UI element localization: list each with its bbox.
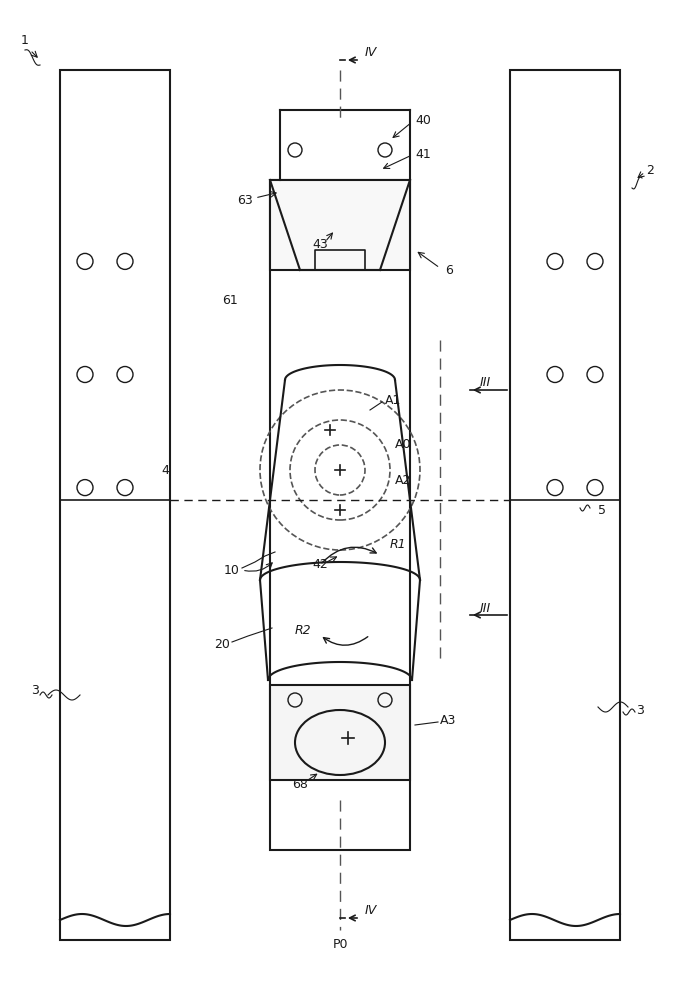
Text: 42: 42: [312, 558, 328, 572]
Text: R2: R2: [295, 624, 312, 637]
Text: 3: 3: [636, 704, 644, 716]
Text: 43: 43: [312, 238, 328, 251]
Text: 10: 10: [224, 564, 240, 576]
Text: P0: P0: [332, 938, 348, 952]
Text: A2: A2: [395, 474, 411, 487]
Text: A3: A3: [440, 714, 456, 726]
Text: 5: 5: [598, 504, 606, 516]
Text: 68: 68: [292, 778, 308, 792]
Text: 1: 1: [21, 33, 29, 46]
Bar: [270, 180, 410, 270]
Text: 4: 4: [161, 464, 169, 477]
Text: III: III: [480, 601, 491, 614]
Text: IV: IV: [365, 46, 377, 60]
Bar: [60, 70, 170, 940]
Bar: [270, 685, 410, 780]
Text: 41: 41: [415, 148, 431, 161]
Text: A0: A0: [395, 438, 411, 452]
Text: IV: IV: [365, 904, 377, 918]
Text: III: III: [480, 376, 491, 389]
Bar: [510, 70, 620, 940]
Text: A1: A1: [385, 393, 401, 406]
Text: 40: 40: [415, 113, 431, 126]
Text: 63: 63: [237, 194, 253, 207]
Text: 2: 2: [646, 163, 654, 176]
Bar: [270, 180, 410, 850]
Text: 61: 61: [222, 294, 238, 306]
Text: R1: R1: [390, 538, 407, 552]
Text: 20: 20: [214, 639, 230, 652]
Text: 6: 6: [445, 263, 453, 276]
Text: 3: 3: [31, 684, 39, 696]
